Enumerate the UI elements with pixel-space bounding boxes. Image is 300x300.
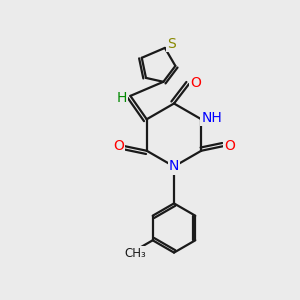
Text: N: N: [169, 160, 179, 173]
Text: NH: NH: [201, 111, 222, 125]
Text: O: O: [113, 139, 124, 153]
Text: S: S: [167, 37, 176, 51]
Text: O: O: [190, 76, 201, 90]
Text: H: H: [117, 91, 127, 105]
Text: O: O: [224, 139, 235, 153]
Text: CH₃: CH₃: [124, 247, 146, 260]
